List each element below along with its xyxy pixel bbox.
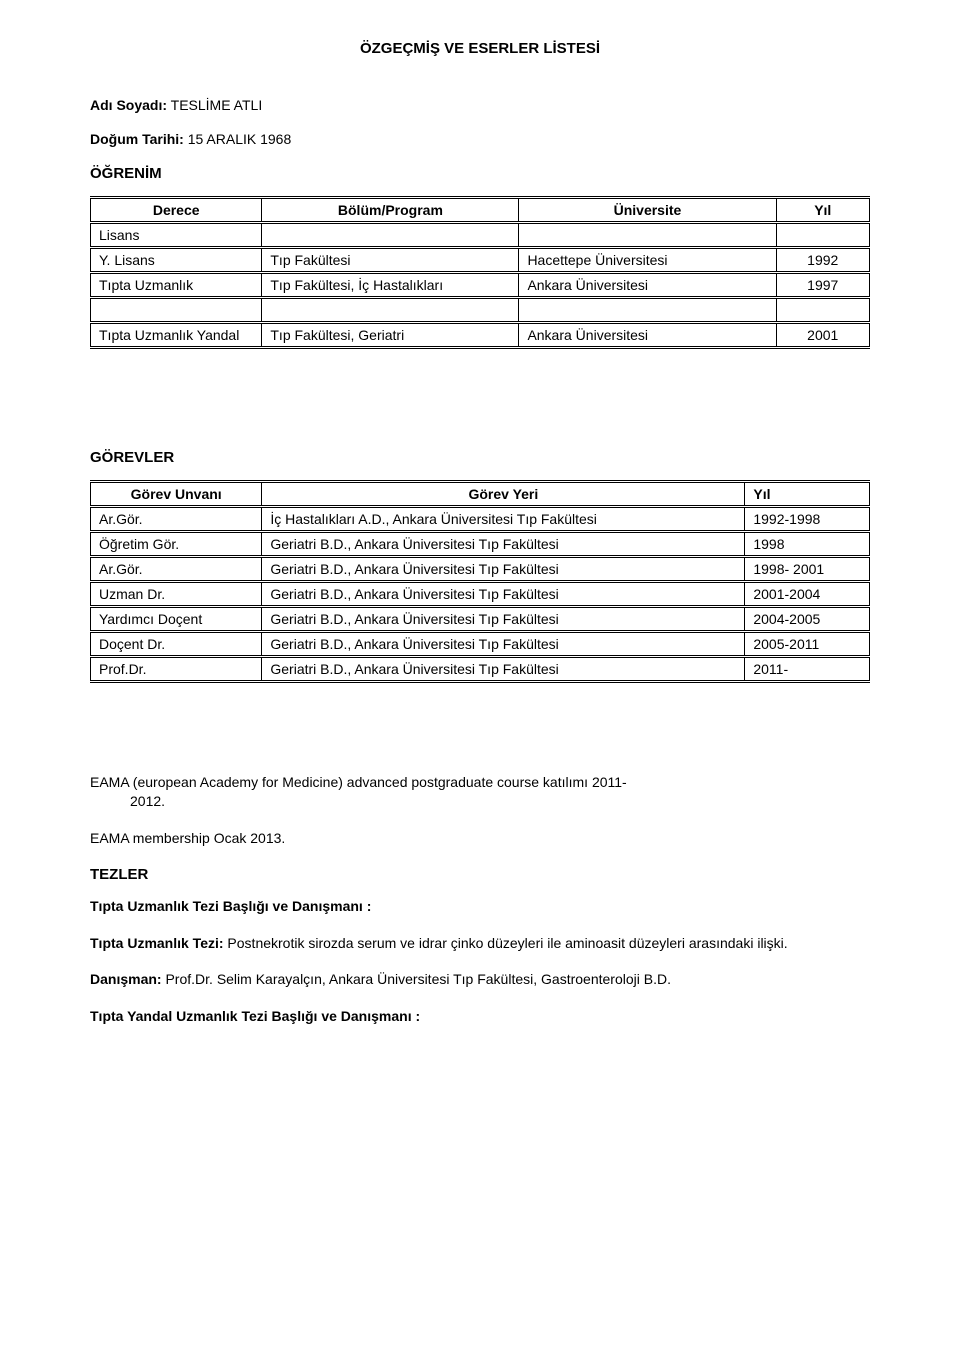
positions-body: Ar.Gör.İç Hastalıkları A.D., Ankara Üniv… (91, 507, 870, 682)
education-header-row: Derece Bölüm/Program Üniversite Yıl (91, 198, 870, 223)
table-row: Ar.Gör.Geriatri B.D., Ankara Üniversites… (91, 557, 870, 582)
education-header-degree: Derece (91, 198, 262, 223)
table-cell: 2001-2004 (745, 582, 870, 607)
education-header-program: Bölüm/Program (262, 198, 519, 223)
positions-header-place: Görev Yeri (262, 482, 745, 507)
table-cell: Tıp Fakültesi, Geriatri (262, 323, 519, 348)
table-cell: Geriatri B.D., Ankara Üniversitesi Tıp F… (262, 532, 745, 557)
education-table: Derece Bölüm/Program Üniversite Yıl Lisa… (90, 196, 870, 349)
thesis1-label: Tıpta Uzmanlık Tezi: (90, 935, 224, 951)
advisor-text: Prof.Dr. Selim Karayalçın, Ankara Üniver… (162, 971, 671, 987)
education-body: Lisans Y. LisansTıp FakültesiHacettepe Ü… (91, 223, 870, 348)
table-row: Prof.Dr.Geriatri B.D., Ankara Üniversite… (91, 657, 870, 682)
table-cell: 1998 (745, 532, 870, 557)
table-cell (519, 298, 776, 323)
table-cell (519, 223, 776, 248)
table-cell: Yardımcı Doçent (91, 607, 262, 632)
table-cell (776, 298, 870, 323)
education-header-university: Üniversite (519, 198, 776, 223)
dob-label: Doğum Tarihi: (90, 131, 184, 147)
table-cell: Ankara Üniversitesi (519, 323, 776, 348)
table-cell (262, 298, 519, 323)
table-cell: Tıp Fakültesi (262, 248, 519, 273)
education-heading: ÖĞRENİM (90, 165, 870, 182)
thesis1-line: Tıpta Uzmanlık Tezi: Postnekrotik sirozd… (90, 934, 870, 953)
table-row: Ar.Gör.İç Hastalıkları A.D., Ankara Üniv… (91, 507, 870, 532)
positions-header-year: Yıl (745, 482, 870, 507)
eama-course-line: EAMA (european Academy for Medicine) adv… (90, 773, 870, 811)
dob-value: 15 ARALIK 1968 (188, 131, 292, 147)
name-line: Adı Soyadı: TESLİME ATLI (90, 97, 870, 113)
positions-header-title: Görev Unvanı (91, 482, 262, 507)
advisor-label: Danışman: (90, 971, 162, 987)
name-value: TESLİME ATLI (171, 97, 263, 113)
table-cell: Geriatri B.D., Ankara Üniversitesi Tıp F… (262, 657, 745, 682)
table-row: Yardımcı DoçentGeriatri B.D., Ankara Üni… (91, 607, 870, 632)
table-cell: 2001 (776, 323, 870, 348)
table-cell: Ar.Gör. (91, 557, 262, 582)
thesis1-heading: Tıpta Uzmanlık Tezi Başlığı ve Danışmanı… (90, 897, 870, 916)
table-cell: Öğretim Gör. (91, 532, 262, 557)
table-row: Doçent Dr.Geriatri B.D., Ankara Üniversi… (91, 632, 870, 657)
eama-course-year-cont: 2012. (130, 793, 165, 809)
advisor-line: Danışman: Prof.Dr. Selim Karayalçın, Ank… (90, 970, 870, 989)
table-cell: Ankara Üniversitesi (519, 273, 776, 298)
positions-heading: GÖREVLER (90, 449, 870, 466)
table-row: Y. LisansTıp FakültesiHacettepe Üniversi… (91, 248, 870, 273)
table-cell: 2011- (745, 657, 870, 682)
table-cell (776, 223, 870, 248)
eama-membership-line: EAMA membership Ocak 2013. (90, 829, 870, 848)
table-row: Lisans (91, 223, 870, 248)
table-cell: Hacettepe Üniversitesi (519, 248, 776, 273)
table-cell: Ar.Gör. (91, 507, 262, 532)
eama-course-year-bold: 2011- (592, 774, 627, 790)
table-cell: İç Hastalıkları A.D., Ankara Üniversites… (262, 507, 745, 532)
table-cell (262, 223, 519, 248)
eama-course-prefix: EAMA (european Academy for Medicine) adv… (90, 774, 592, 790)
table-cell: Prof.Dr. (91, 657, 262, 682)
table-cell: 1997 (776, 273, 870, 298)
positions-table: Görev Unvanı Görev Yeri Yıl Ar.Gör.İç Ha… (90, 480, 870, 683)
tezler-heading: TEZLER (90, 866, 870, 883)
table-row: Öğretim Gör.Geriatri B.D., Ankara Üniver… (91, 532, 870, 557)
name-label: Adı Soyadı: (90, 97, 167, 113)
table-cell: Geriatri B.D., Ankara Üniversitesi Tıp F… (262, 607, 745, 632)
table-cell: Uzman Dr. (91, 582, 262, 607)
table-cell: Tıpta Uzmanlık Yandal (91, 323, 262, 348)
table-row: Uzman Dr.Geriatri B.D., Ankara Üniversit… (91, 582, 870, 607)
table-cell: Doçent Dr. (91, 632, 262, 657)
table-cell: Y. Lisans (91, 248, 262, 273)
positions-header-row: Görev Unvanı Görev Yeri Yıl (91, 482, 870, 507)
table-cell: 2004-2005 (745, 607, 870, 632)
table-cell: Geriatri B.D., Ankara Üniversitesi Tıp F… (262, 582, 745, 607)
table-row (91, 298, 870, 323)
table-row: Tıpta UzmanlıkTıp Fakültesi, İç Hastalık… (91, 273, 870, 298)
education-header-year: Yıl (776, 198, 870, 223)
table-cell: 1992 (776, 248, 870, 273)
thesis1-text: Postnekrotik sirozda serum ve idrar çink… (224, 935, 788, 951)
dob-line: Doğum Tarihi: 15 ARALIK 1968 (90, 131, 870, 147)
table-cell: Geriatri B.D., Ankara Üniversitesi Tıp F… (262, 632, 745, 657)
table-cell: Geriatri B.D., Ankara Üniversitesi Tıp F… (262, 557, 745, 582)
document-page: ÖZGEÇMİŞ VE ESERLER LİSTESİ Adı Soyadı: … (0, 0, 960, 1366)
document-title: ÖZGEÇMİŞ VE ESERLER LİSTESİ (90, 40, 870, 57)
table-cell (91, 298, 262, 323)
table-cell: 1992-1998 (745, 507, 870, 532)
table-cell: 1998- 2001 (745, 557, 870, 582)
table-cell: Tıp Fakültesi, İç Hastalıkları (262, 273, 519, 298)
table-cell: 2005-2011 (745, 632, 870, 657)
thesis2-heading: Tıpta Yandal Uzmanlık Tezi Başlığı ve Da… (90, 1007, 870, 1026)
table-cell: Tıpta Uzmanlık (91, 273, 262, 298)
table-row: Tıpta Uzmanlık YandalTıp Fakültesi, Geri… (91, 323, 870, 348)
table-cell: Lisans (91, 223, 262, 248)
